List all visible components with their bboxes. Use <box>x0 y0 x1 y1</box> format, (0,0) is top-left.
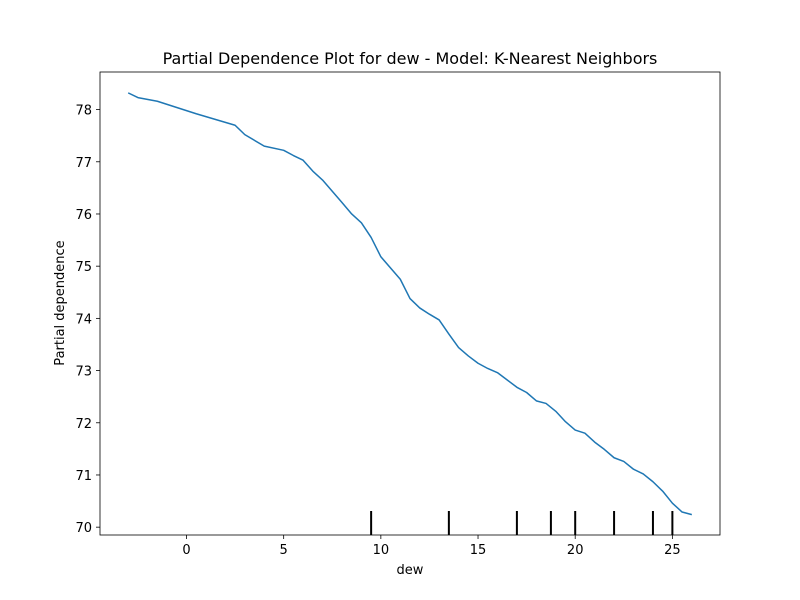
x-tick-label: 5 <box>280 543 288 558</box>
y-axis-label: Partial dependence <box>53 240 68 365</box>
axes-frame <box>99 71 721 536</box>
y-tick-label: 74 <box>75 312 92 327</box>
y-tick-label: 73 <box>75 365 92 380</box>
y-tick-label: 76 <box>75 208 92 223</box>
chart-title: Partial Dependence Plot for dew - Model:… <box>163 49 658 68</box>
x-tick-label: 25 <box>664 543 681 558</box>
x-tick-label: 20 <box>567 543 584 558</box>
x-tick-label: 10 <box>373 543 390 558</box>
x-tick-label: 0 <box>182 543 190 558</box>
y-tick-label: 72 <box>75 417 92 432</box>
y-tick-label: 77 <box>75 156 92 171</box>
plot-area: 0 5 10 15 20 25 70 71 72 73 74 75 76 77 78 <box>75 71 721 558</box>
y-tick-label: 78 <box>75 104 92 119</box>
y-tick-label: 71 <box>75 469 92 484</box>
x-axis-label: dew <box>397 563 424 578</box>
y-tick-label: 75 <box>75 260 92 275</box>
x-tick-label: 15 <box>470 543 487 558</box>
y-tick-label: 70 <box>75 521 92 536</box>
series-line <box>127 92 693 516</box>
